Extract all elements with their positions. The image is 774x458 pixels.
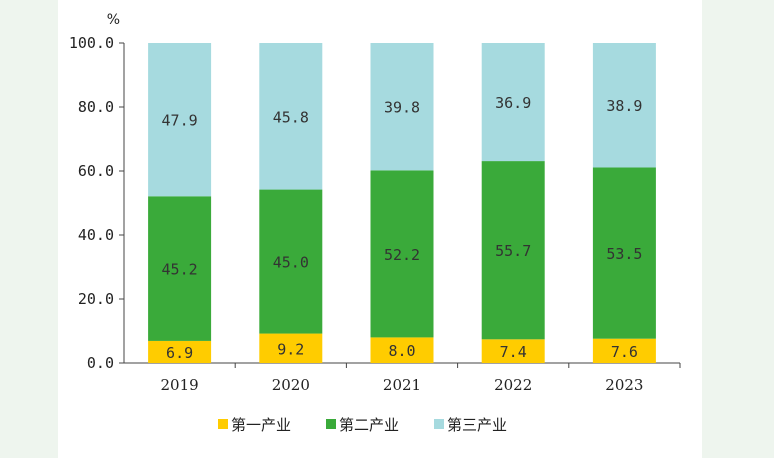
x-tick-label: 2021 [383, 376, 421, 394]
data-label: 8.0 [388, 342, 415, 360]
legend-label: 第二产业 [339, 416, 399, 434]
data-label: 55.7 [495, 242, 531, 260]
y-tick-label: 40.0 [78, 226, 114, 244]
data-label: 7.6 [611, 343, 638, 361]
bar-segment-1 [370, 337, 434, 363]
bar-segment-2 [148, 196, 212, 341]
data-label: 47.9 [162, 112, 198, 130]
y-tick-label: 0.0 [87, 354, 114, 372]
data-label: 52.2 [384, 246, 420, 264]
data-label: 53.5 [606, 245, 642, 263]
legend-label: 第三产业 [447, 416, 507, 434]
bar-segment-3 [370, 43, 434, 171]
bar-segment-1 [592, 338, 656, 363]
bar-segment-3 [259, 43, 323, 190]
x-tick-label: 2019 [161, 376, 199, 394]
bar-segment-2 [259, 189, 323, 334]
data-label: 45.0 [273, 254, 309, 272]
bar-segment-1 [148, 340, 212, 363]
legend-swatch [434, 419, 444, 429]
x-tick-label: 2020 [272, 376, 310, 394]
legend-label: 第一产业 [231, 416, 291, 434]
bar-segment-3 [592, 43, 656, 168]
data-label: 9.2 [277, 340, 304, 358]
data-label: 38.9 [606, 97, 642, 115]
data-label: 45.8 [273, 108, 309, 126]
data-label: 36.9 [495, 94, 531, 112]
y-tick-label: 80.0 [78, 98, 114, 116]
bar-segment-3 [481, 43, 545, 162]
y-unit-label: % [107, 12, 120, 28]
bar-segment-2 [592, 167, 656, 339]
y-tick-label: 60.0 [78, 162, 114, 180]
x-tick-label: 2023 [605, 376, 643, 394]
data-label: 7.4 [500, 343, 527, 361]
y-tick-label: 100.0 [69, 34, 114, 52]
data-label: 6.9 [166, 344, 193, 362]
legend-swatch [326, 419, 336, 429]
legend-swatch [218, 419, 228, 429]
y-tick-label: 20.0 [78, 290, 114, 308]
bar-segment-2 [481, 161, 545, 340]
bar-segment-1 [259, 333, 323, 363]
bar-segment-1 [481, 339, 545, 363]
bar-segment-2 [370, 170, 434, 338]
data-label: 45.2 [162, 261, 198, 279]
data-label: 39.8 [384, 99, 420, 117]
bar-segment-3 [148, 43, 212, 197]
x-tick-label: 2022 [494, 376, 532, 394]
